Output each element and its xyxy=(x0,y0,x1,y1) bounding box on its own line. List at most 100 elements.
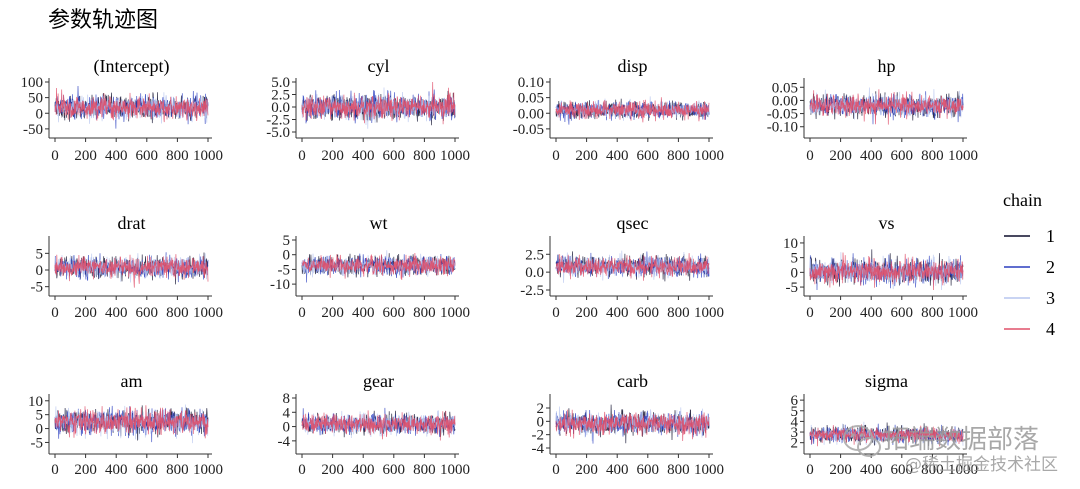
y-tick-label: 0 xyxy=(36,263,44,279)
y-tick-label: 0 xyxy=(537,414,545,430)
panel-title: gear xyxy=(363,371,394,391)
legend-label: 2 xyxy=(1046,257,1055,277)
x-tick-label: 0 xyxy=(298,462,306,478)
x-tick-label: 1000 xyxy=(694,148,724,164)
trace-wt-chain-4 xyxy=(301,252,456,281)
y-tick-label: 100 xyxy=(21,75,44,91)
y-tick-label: 5 xyxy=(791,251,799,267)
watermark: 拓端数据部落 @稀土掘金技术社区 xyxy=(843,425,1058,475)
y-tick-label: 0 xyxy=(283,420,291,436)
x-tick-label: 200 xyxy=(829,148,852,164)
y-tick-label: 0.0 xyxy=(271,100,290,116)
panel-disp: disp -0.050.000.050.10 0 200 400 600 800 1000 xyxy=(513,56,724,164)
y-tick-label: 0.0 xyxy=(525,265,544,281)
x-tick-label: 0 xyxy=(51,305,59,321)
y-tick-label: -2.5 xyxy=(266,113,290,129)
wechat-logo-icon xyxy=(843,425,881,457)
x-tick-label: 600 xyxy=(383,305,406,321)
trace-cyl-chain-4 xyxy=(301,81,456,125)
x-tick-label: 1000 xyxy=(193,462,223,478)
x-tick-label: 200 xyxy=(829,305,852,321)
x-tick-label: 200 xyxy=(74,462,97,478)
y-tick-label: -5.0 xyxy=(266,125,290,141)
x-tick-label: 800 xyxy=(166,148,189,164)
x-tick-label: 0 xyxy=(298,148,306,164)
x-tick-label: 800 xyxy=(166,462,189,478)
x-tick-label: 600 xyxy=(136,462,159,478)
y-tick-label: 5 xyxy=(283,233,291,249)
x-tick-label: 600 xyxy=(383,148,406,164)
y-tick-label: 0.10 xyxy=(518,75,544,91)
trace-drat-chain-4 xyxy=(54,254,209,288)
x-tick-label: 600 xyxy=(637,148,660,164)
x-tick-label: 400 xyxy=(352,462,375,478)
watermark-line1: 拓端数据部落 xyxy=(883,425,1039,455)
y-tick-label: 0 xyxy=(791,265,799,281)
y-tick-label: 0 xyxy=(283,248,291,264)
x-tick-label: 1000 xyxy=(694,305,724,321)
x-tick-label: 400 xyxy=(860,148,883,164)
x-tick-label: 600 xyxy=(383,462,406,478)
x-tick-label: 800 xyxy=(667,462,690,478)
legend-label: 1 xyxy=(1046,226,1055,246)
x-tick-label: 600 xyxy=(637,462,660,478)
x-tick-label: 600 xyxy=(891,305,914,321)
x-tick-label: 0 xyxy=(552,305,560,321)
x-tick-label: 800 xyxy=(667,148,690,164)
y-tick-label: 5 xyxy=(791,404,799,420)
trace-qsec-chain-4 xyxy=(555,253,710,281)
panel-qsec: qsec -2.5 0.0 2.5 0 200 400 600 800 1000 xyxy=(520,213,724,321)
x-tick-label: 200 xyxy=(575,305,598,321)
x-tick-label: 400 xyxy=(606,462,629,478)
trace-am-chain-3 xyxy=(54,404,209,444)
y-tick-label: -5 xyxy=(31,435,44,451)
y-tick-label: -0.05 xyxy=(767,107,798,123)
x-tick-label: 0 xyxy=(806,305,814,321)
legend-title: chain xyxy=(1003,190,1042,210)
panel-title: vs xyxy=(878,213,894,233)
x-tick-label: 1000 xyxy=(193,305,223,321)
panel-title: sigma xyxy=(865,371,908,391)
x-tick-label: 600 xyxy=(136,148,159,164)
x-tick-label: 0 xyxy=(552,148,560,164)
watermark-line2: @稀土掘金技术社区 xyxy=(905,455,1058,475)
x-tick-label: 200 xyxy=(321,305,344,321)
x-tick-label: 0 xyxy=(806,148,814,164)
trace-carb-chain-4 xyxy=(555,409,710,442)
y-tick-label: 50 xyxy=(28,91,43,107)
x-tick-label: 1000 xyxy=(948,148,978,164)
y-tick-label: 3 xyxy=(791,425,799,441)
x-tick-label: 400 xyxy=(105,305,128,321)
panel-cyl: cyl -5.0-2.50.02.55.0 0 200 400 600 800 1000 xyxy=(266,56,470,164)
panel-title: carb xyxy=(617,371,648,391)
x-tick-label: 400 xyxy=(860,305,883,321)
y-tick-label: 4 xyxy=(283,405,291,421)
x-tick-label: 200 xyxy=(829,462,852,478)
x-tick-label: 800 xyxy=(921,305,944,321)
panel-title: disp xyxy=(617,56,647,76)
x-tick-label: 600 xyxy=(136,305,159,321)
y-tick-label: -4 xyxy=(532,441,545,457)
x-tick-label: 800 xyxy=(413,305,436,321)
y-tick-label: -2.5 xyxy=(520,283,544,299)
y-tick-label: 5 xyxy=(36,246,44,262)
y-tick-label: -0.10 xyxy=(767,120,798,136)
legend-item-chain-3: 3 xyxy=(1004,288,1055,308)
x-tick-label: 200 xyxy=(74,148,97,164)
x-tick-label: 0 xyxy=(552,462,560,478)
x-tick-label: 600 xyxy=(891,148,914,164)
x-tick-label: 600 xyxy=(891,462,914,478)
y-tick-label: 6 xyxy=(791,393,799,409)
x-tick-label: 0 xyxy=(51,462,59,478)
y-tick-label: -10 xyxy=(270,277,290,293)
y-tick-label: 0.00 xyxy=(518,106,544,122)
x-tick-label: 400 xyxy=(606,305,629,321)
legend-item-chain-1: 1 xyxy=(1004,226,1055,246)
panel-title: hp xyxy=(878,56,896,76)
